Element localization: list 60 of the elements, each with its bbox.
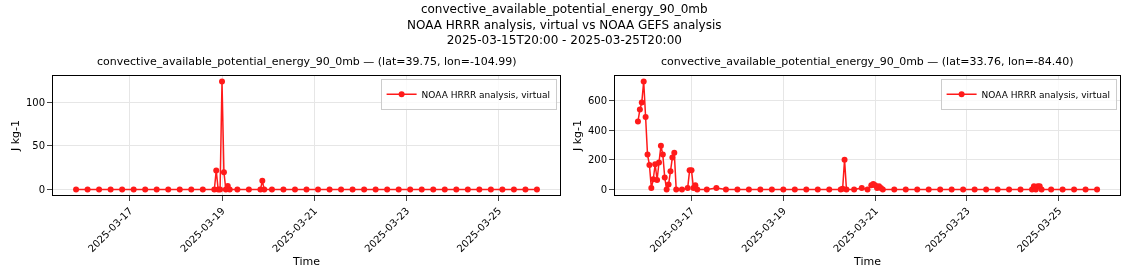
y-tick-label: 0 bbox=[38, 184, 45, 196]
point bbox=[384, 186, 391, 193]
point bbox=[280, 186, 287, 193]
x-axis-title: Time bbox=[292, 255, 321, 269]
point bbox=[453, 186, 460, 193]
point bbox=[234, 186, 241, 193]
text: convective_available_potential_energy_90_0mb bbox=[420, 2, 708, 16]
point bbox=[261, 186, 268, 193]
point bbox=[418, 186, 425, 193]
point bbox=[372, 186, 379, 193]
point bbox=[84, 186, 91, 193]
point bbox=[522, 186, 529, 193]
point bbox=[430, 186, 437, 193]
text: NOAA HRRR analysis, virtual vs NOAA GEFS analysis 2025-03-15T20:00 - 2025-03-25T20:00 bbox=[407, 17, 722, 48]
point bbox=[361, 186, 368, 193]
point bbox=[464, 186, 471, 193]
point bbox=[349, 186, 356, 193]
point bbox=[165, 186, 172, 193]
point bbox=[533, 186, 540, 193]
y-tick-label: 400 bbox=[587, 124, 607, 136]
legend-label: NOAA HRRR analysis, virtual bbox=[421, 89, 551, 100]
y-axis-title: J kg-1 bbox=[8, 119, 22, 153]
y-tick-label: 200 bbox=[587, 154, 607, 166]
point bbox=[268, 186, 275, 193]
point bbox=[188, 186, 195, 193]
legend-label: NOAA HRRR analysis, virtual bbox=[981, 89, 1111, 100]
y-axis-title: J kg-1 bbox=[570, 119, 584, 153]
point bbox=[73, 186, 80, 193]
point bbox=[315, 186, 322, 193]
y-tick-label: 600 bbox=[587, 95, 607, 107]
y-tick-label: 100 bbox=[25, 96, 45, 108]
point bbox=[291, 186, 298, 193]
point bbox=[441, 186, 448, 193]
point bbox=[220, 169, 227, 176]
point bbox=[487, 186, 494, 193]
point bbox=[476, 186, 483, 193]
point bbox=[245, 186, 252, 193]
point bbox=[499, 186, 506, 193]
point bbox=[107, 186, 114, 193]
point bbox=[119, 186, 126, 193]
point bbox=[326, 186, 333, 193]
point bbox=[407, 186, 414, 193]
point bbox=[96, 186, 103, 193]
point bbox=[303, 186, 310, 193]
point bbox=[338, 186, 345, 193]
point bbox=[130, 186, 137, 193]
point bbox=[395, 186, 402, 193]
point bbox=[259, 177, 266, 184]
x-axis-title: Time bbox=[853, 255, 882, 269]
chart-title: convective_available_potential_energy_90_0mb — (lat=33.76, lon=-84.40) bbox=[661, 55, 1074, 68]
point bbox=[153, 186, 160, 193]
y-tick-label: 50 bbox=[32, 140, 45, 152]
chart-title: convective_available_potential_energy_90_0mb — (lat=39.75, lon=-104.99) bbox=[97, 55, 517, 68]
point bbox=[199, 186, 206, 193]
point bbox=[142, 186, 149, 193]
point bbox=[219, 78, 225, 85]
point bbox=[176, 186, 183, 193]
point bbox=[213, 167, 220, 174]
y-tick-label: 0 bbox=[600, 184, 607, 196]
point bbox=[510, 186, 517, 193]
